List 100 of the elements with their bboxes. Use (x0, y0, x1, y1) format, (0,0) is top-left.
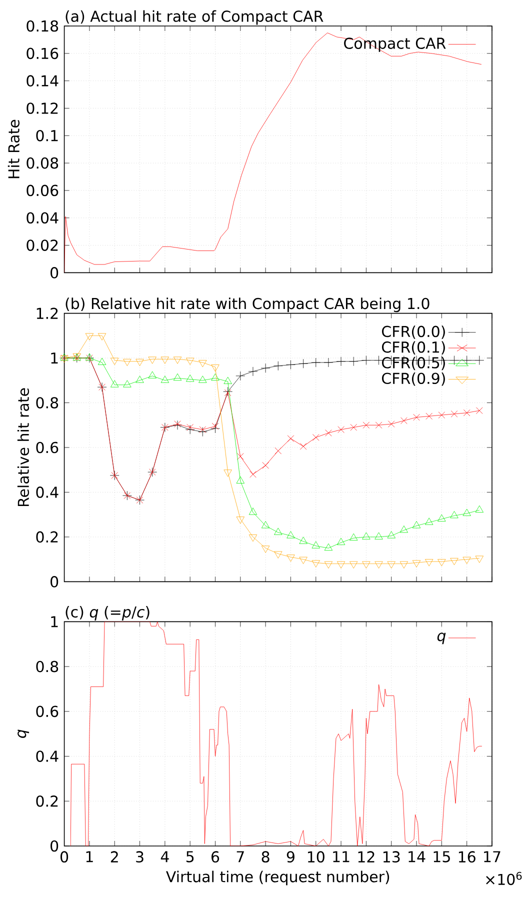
point (312, 541, 320, 548)
y-tick-label: 0.4 (36, 750, 58, 762)
point (361, 356, 371, 365)
point (462, 356, 472, 365)
point (400, 561, 408, 568)
chart-title: (c) q (=p/c) (66, 606, 150, 620)
x-tick-label: 11 (333, 851, 350, 862)
legend-label: CFR(0.1) (382, 341, 445, 355)
point (299, 536, 308, 544)
point (174, 420, 181, 428)
point (336, 538, 346, 546)
point (186, 374, 194, 382)
point (338, 426, 344, 433)
point (400, 417, 408, 424)
y-tick-label: 0.2 (36, 531, 58, 543)
point (438, 412, 446, 418)
point (348, 356, 358, 366)
point (110, 358, 119, 365)
y-tick-label: 0 (50, 267, 58, 278)
point (424, 559, 434, 566)
point (374, 561, 383, 568)
x-axis-title: Virtual time (request number) (166, 870, 390, 886)
y-axis-title: q (18, 730, 30, 738)
point (223, 386, 233, 396)
point (350, 424, 357, 431)
point (462, 556, 471, 564)
point (463, 409, 470, 416)
point (186, 424, 194, 431)
x-tick-label: 8 (262, 851, 270, 863)
point (450, 356, 459, 365)
x-tick-label: 10 (308, 851, 324, 863)
legend-label: CFR(0.9) (382, 372, 445, 386)
point (198, 376, 207, 383)
point (350, 533, 358, 541)
point (475, 505, 484, 513)
x-tick-label: 7 (236, 851, 244, 862)
x-tick-label: 6 (212, 851, 220, 863)
point (299, 556, 308, 564)
point (185, 424, 195, 434)
point (173, 356, 182, 364)
x-tick-label: 3 (136, 851, 144, 863)
point (211, 373, 220, 381)
point (325, 430, 332, 436)
point (286, 554, 295, 562)
y-tick-label: 0.04 (26, 212, 58, 224)
point (136, 358, 144, 366)
y-tick-label: 1.2 (36, 308, 58, 319)
y-tick-label: 0.2 (36, 795, 58, 807)
point (273, 361, 283, 371)
point (274, 528, 282, 535)
point (260, 363, 270, 373)
y-tick-label: 0.12 (26, 102, 58, 114)
point (186, 358, 194, 365)
point (148, 371, 156, 378)
point (250, 470, 256, 478)
legend-label: q (437, 632, 446, 644)
point (136, 376, 144, 383)
chart-title: (b) Relative hit rate with Compact CAR being 1.0 (66, 298, 430, 312)
y-tick-label: 0.6 (36, 706, 58, 718)
point (324, 358, 334, 368)
y-tick-label: 0.02 (26, 240, 58, 251)
point (474, 356, 484, 365)
text: ×10$^{6}$ (486, 872, 522, 886)
point (476, 407, 483, 414)
point (123, 380, 132, 388)
point (85, 333, 94, 340)
y-tick-label: 0.4 (36, 486, 58, 498)
point (248, 366, 258, 376)
point (160, 356, 170, 364)
x-tick-label: 1 (86, 851, 93, 862)
point (475, 556, 484, 563)
x-tick-label: 5 (186, 851, 194, 862)
point (424, 518, 434, 525)
point (286, 360, 296, 370)
point (224, 470, 232, 477)
point (324, 561, 333, 568)
x-tick-label: 15 (434, 851, 450, 862)
point (350, 561, 358, 568)
x-tick-label: 13 (383, 851, 400, 863)
point (438, 559, 446, 566)
point (261, 546, 270, 553)
point (387, 561, 396, 568)
x-tick-label: 17 (484, 851, 500, 862)
point (413, 414, 420, 421)
chart-title: (a) Actual hit rate of Compact CAR (66, 10, 324, 25)
y-tick-label: 0.06 (26, 184, 58, 196)
point (286, 531, 295, 538)
legend-label: CFR(0.5) (382, 356, 445, 370)
x-tick-label: 4 (160, 851, 169, 862)
y-tick-label: 0.8 (36, 660, 58, 672)
y-tick-label: 0.14 (26, 75, 58, 87)
point (198, 360, 207, 368)
point (224, 389, 232, 396)
x-tick-label: 12 (358, 851, 374, 862)
point (374, 532, 383, 540)
point (123, 358, 132, 366)
x-tick-label: 0 (60, 851, 68, 863)
y-tick-label: 0.08 (26, 157, 58, 169)
point (173, 373, 182, 381)
point (274, 447, 282, 454)
